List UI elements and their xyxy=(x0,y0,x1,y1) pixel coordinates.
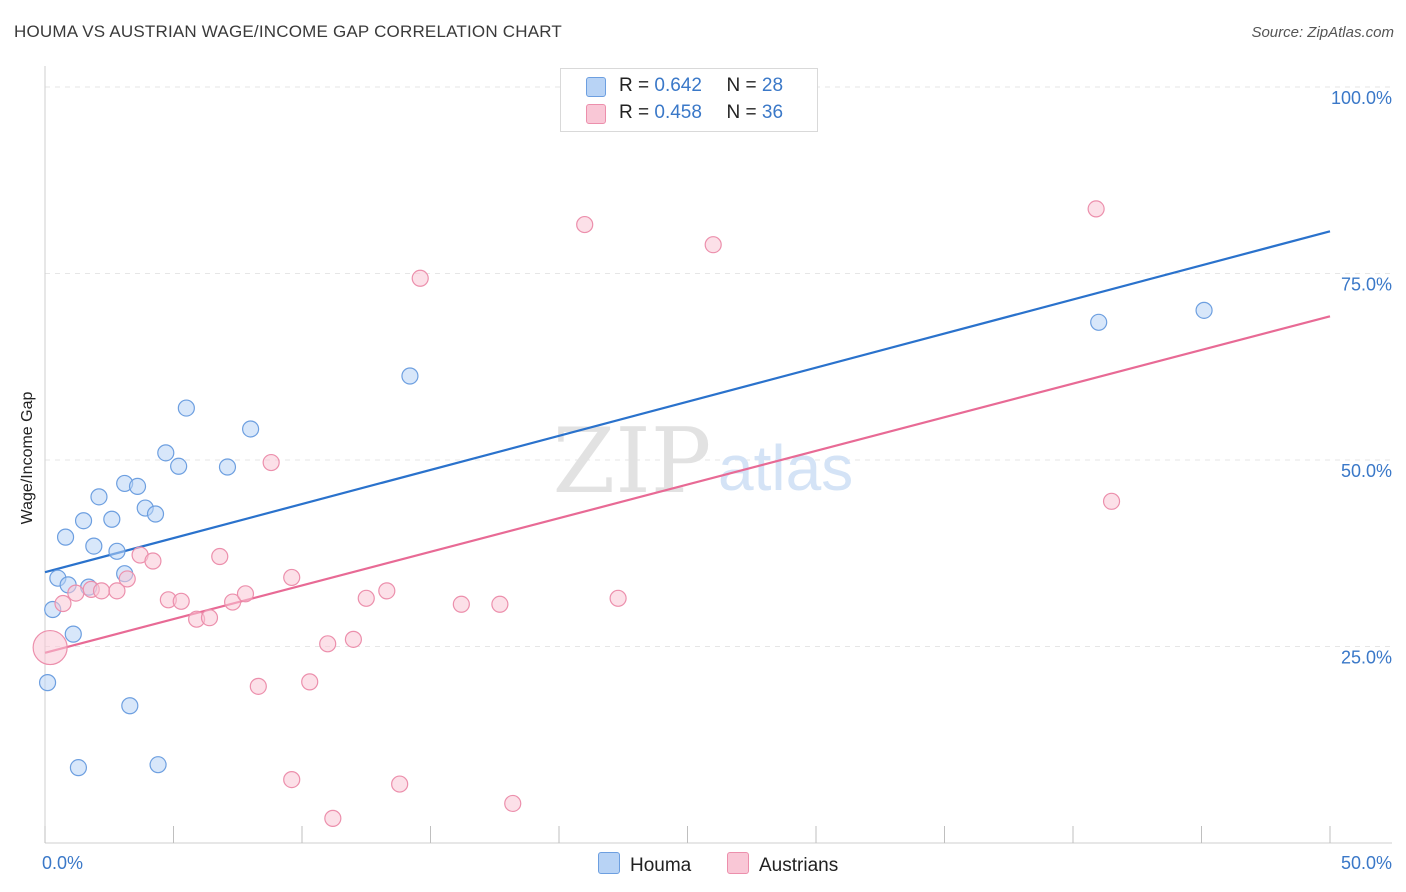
austrians-point-12[interactable] xyxy=(200,609,219,627)
austrians-point-14[interactable] xyxy=(224,593,242,611)
houma-point-15[interactable] xyxy=(121,697,139,715)
austrians-point-0[interactable] xyxy=(32,629,68,666)
houma-point-7[interactable] xyxy=(74,512,93,530)
houma-point-18[interactable] xyxy=(146,505,165,523)
austrians-point-20[interactable] xyxy=(301,673,319,691)
houma-point-11[interactable] xyxy=(103,510,121,528)
legend-label-houma: Houma xyxy=(630,855,692,876)
austrians-point-27[interactable] xyxy=(411,269,429,287)
legend-item-houma[interactable]: Houma xyxy=(598,852,691,877)
houma-legend-swatch xyxy=(598,852,620,874)
austrians-point-22[interactable] xyxy=(324,809,342,827)
stats-box: R = 0.642 N = 28 R = 0.458 N = 36 xyxy=(560,68,818,132)
houma-point-25[interactable] xyxy=(401,367,419,385)
austrians-point-28[interactable] xyxy=(452,595,470,613)
austrians-point-1[interactable] xyxy=(54,594,72,613)
austrians-legend-swatch xyxy=(727,852,749,874)
n-value: 28 xyxy=(761,75,784,96)
source-credit: Source: ZipAtlas.com xyxy=(1251,24,1394,41)
houma-point-26[interactable] xyxy=(1090,313,1108,331)
houma-point-16[interactable] xyxy=(128,477,147,496)
y-tick-label-3: 100.0% xyxy=(1331,88,1392,108)
austrians-point-34[interactable] xyxy=(1087,200,1105,218)
legend-label-austrians: Austrians xyxy=(759,855,839,876)
n-value: 36 xyxy=(761,102,784,123)
tick-labels: 25.0% 50.0% 75.0% 100.0% 0.0% 50.0% xyxy=(42,88,1392,873)
x-tick-label-0: 0.0% xyxy=(42,853,83,873)
austrians-point-8[interactable] xyxy=(144,552,162,570)
austrians-trend-line xyxy=(44,315,1331,654)
watermark-zip: ZIP xyxy=(553,409,712,514)
houma-point-6[interactable] xyxy=(69,759,88,777)
n-label: N = xyxy=(726,102,757,123)
axes xyxy=(44,66,1392,844)
y-tick-label-2: 75.0% xyxy=(1341,275,1392,295)
legend-item-austrians[interactable]: Austrians xyxy=(727,852,838,877)
houma-point-20[interactable] xyxy=(157,444,175,462)
n-label: N = xyxy=(726,75,757,96)
austrians-point-4[interactable] xyxy=(92,582,111,600)
houma-swatch xyxy=(586,77,606,97)
austrians-point-25[interactable] xyxy=(378,582,396,600)
houma-point-9[interactable] xyxy=(85,537,103,555)
austrians-point-23[interactable] xyxy=(344,630,362,648)
houma-point-12[interactable] xyxy=(108,542,126,560)
r-value: 0.642 xyxy=(654,75,702,96)
austrians-point-17[interactable] xyxy=(262,453,280,472)
houma-point-19[interactable] xyxy=(149,756,167,774)
y-tick-label-0: 25.0% xyxy=(1341,648,1392,668)
austrians-point-29[interactable] xyxy=(491,595,509,613)
austrians-point-24[interactable] xyxy=(357,589,375,607)
austrians-point-32[interactable] xyxy=(609,589,627,607)
austrians-point-21[interactable] xyxy=(319,635,337,653)
page-title: HOUMA VS AUSTRIAN WAGE/INCOME GAP CORREL… xyxy=(14,22,562,41)
austrians-point-6[interactable] xyxy=(118,570,136,588)
austrians-swatch xyxy=(586,104,606,124)
austrians-point-35[interactable] xyxy=(1102,492,1121,510)
trend-lines xyxy=(44,230,1331,654)
austrians-point-19[interactable] xyxy=(283,568,301,587)
austrians-point-33[interactable] xyxy=(704,236,722,254)
r-value: 0.458 xyxy=(654,102,702,123)
y-tick-label-1: 50.0% xyxy=(1341,461,1392,481)
data-points xyxy=(32,200,1213,827)
x-tick-label-1: 50.0% xyxy=(1341,853,1392,873)
austrians-point-10[interactable] xyxy=(172,592,190,610)
watermark: ZIP atlas xyxy=(553,409,854,514)
austrians-point-30[interactable] xyxy=(504,794,522,813)
houma-trend-line xyxy=(44,230,1331,574)
austrians-point-15[interactable] xyxy=(236,585,255,603)
r-label: R = xyxy=(619,75,650,96)
houma-point-3[interactable] xyxy=(56,528,75,546)
austrians-point-31[interactable] xyxy=(576,215,594,234)
stats-text-austrians: R = 0.458 N = 36 xyxy=(619,102,783,124)
r-label: R = xyxy=(619,102,650,123)
stats-text-houma: R = 0.642 N = 28 xyxy=(619,75,783,97)
houma-point-27[interactable] xyxy=(1195,301,1213,319)
austrians-point-5[interactable] xyxy=(108,582,126,600)
houma-point-22[interactable] xyxy=(177,399,195,417)
houma-point-5[interactable] xyxy=(64,625,82,643)
houma-point-0[interactable] xyxy=(38,674,57,692)
houma-point-23[interactable] xyxy=(218,458,237,476)
houma-point-10[interactable] xyxy=(90,488,108,506)
watermark-atlas: atlas xyxy=(718,432,853,504)
gridlines xyxy=(45,86,1392,647)
austrians-point-18[interactable] xyxy=(283,770,301,789)
austrians-point-2[interactable] xyxy=(67,584,85,602)
austrians-point-16[interactable] xyxy=(249,677,267,695)
houma-point-21[interactable] xyxy=(170,457,188,475)
austrians-point-13[interactable] xyxy=(211,547,229,566)
austrians-point-26[interactable] xyxy=(391,775,409,793)
houma-point-24[interactable] xyxy=(242,420,260,438)
